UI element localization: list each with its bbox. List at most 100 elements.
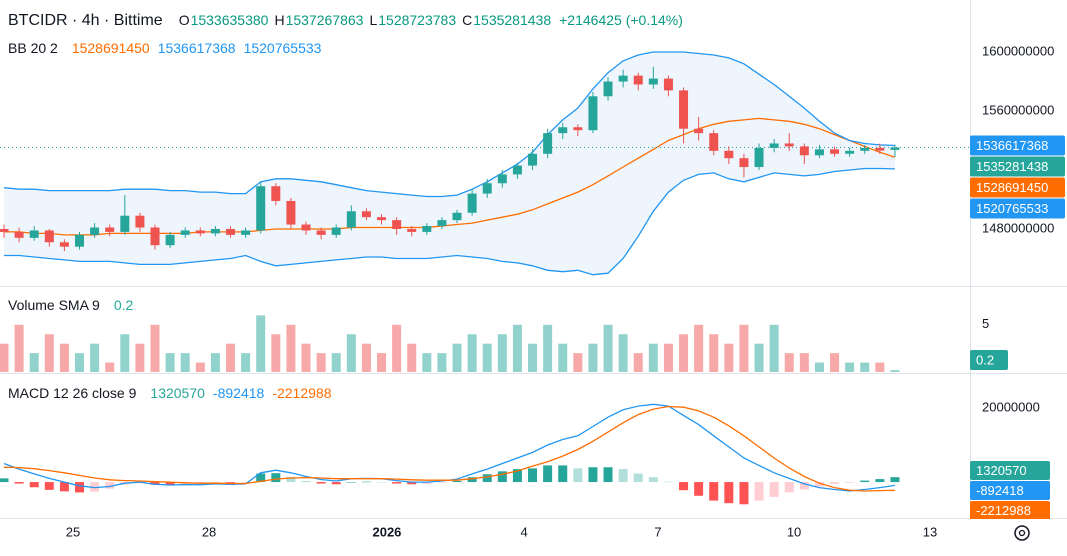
volume-bar (769, 324, 779, 372)
volume-bar (603, 324, 613, 372)
candle-body (241, 230, 251, 235)
candle-body (75, 234, 85, 247)
x-tick-label: 13 (923, 524, 937, 539)
macd-histogram-bar (226, 482, 236, 483)
candle-body (830, 149, 840, 154)
value-tag (970, 177, 1065, 198)
volume-bar (256, 315, 266, 372)
legend: Volume SMA 9 0.2 (8, 297, 134, 313)
candle-body (799, 146, 809, 156)
macd-histogram-bar (467, 477, 477, 483)
macd-histogram-bar (59, 482, 69, 492)
legend: BB 20 2 1528691450 1536617368 1520765533 (8, 40, 322, 56)
volume-bar (195, 362, 205, 372)
volume-bar (875, 362, 885, 372)
candle-body (452, 212, 462, 221)
macd-histogram-bar (0, 478, 9, 483)
volume-bar (44, 334, 54, 372)
volume-bar (588, 343, 598, 372)
candle-body (860, 147, 870, 151)
macd-histogram-bar (784, 482, 794, 493)
macd-histogram-bar (845, 482, 855, 483)
volume-bar (739, 324, 749, 372)
volume-bar (694, 324, 704, 372)
candle-body (512, 165, 522, 175)
legend-item: 1528723783 (378, 12, 456, 28)
macd-histogram-bar (75, 482, 85, 493)
candle-body (769, 143, 779, 148)
volume-bar (497, 334, 507, 372)
macd-histogram-bar (648, 477, 658, 483)
y-tick-label: 1600000000 (982, 43, 1054, 58)
volume-bar (180, 353, 190, 372)
macd-histogram-bar (150, 482, 160, 485)
macd-histogram-bar (875, 479, 885, 483)
macd-histogram-bar (316, 482, 326, 484)
candle-body (256, 186, 266, 231)
legend-item: L (369, 12, 377, 28)
candle-body (120, 215, 130, 232)
candle-body (377, 217, 387, 221)
value-tag-label: 1528691450 (976, 180, 1048, 195)
legend-item: 1537267863 (286, 12, 364, 28)
settings-icon[interactable] (1014, 525, 1030, 541)
x-tick-label: 4 (520, 524, 527, 539)
candle-body (180, 230, 190, 235)
legend-item: 1536617368 (158, 40, 236, 56)
legend-item: C (462, 12, 472, 28)
volume-bar (59, 343, 69, 372)
candle-body (679, 90, 689, 129)
value-tag (970, 350, 1008, 370)
macd-histogram-bar (694, 482, 704, 496)
candle-body (135, 215, 145, 228)
volume-bar (890, 370, 900, 372)
candle-body (528, 153, 538, 166)
macd-histogram-bar (512, 469, 522, 483)
candle-body (422, 226, 432, 232)
macd-histogram-bar (271, 473, 281, 483)
volume-bar (558, 343, 568, 372)
candle-body (286, 200, 296, 225)
volume-bar (105, 362, 115, 372)
macd-histogram-bar (241, 482, 251, 483)
macd-histogram-bar (452, 480, 462, 483)
candle-body (618, 75, 628, 82)
macd-histogram-bar (543, 465, 553, 483)
macd-histogram-bar (769, 482, 779, 497)
candle-body (316, 230, 326, 235)
volume-bar (633, 353, 643, 372)
candle-body (210, 228, 220, 234)
value-tag-label: 1520765533 (976, 201, 1048, 216)
candle-body (482, 183, 492, 194)
candle-body (437, 220, 447, 227)
bollinger-line (3, 51, 895, 198)
candle-body (754, 147, 764, 168)
legend-item: -892418 (213, 385, 265, 401)
macd-histogram-bar (437, 482, 447, 483)
macd-histogram-bar (90, 482, 100, 492)
macd-histogram-bar (573, 468, 583, 483)
candle-body (709, 133, 719, 151)
volume-bar (482, 343, 492, 372)
candle-body (59, 242, 69, 247)
volume-bar (301, 343, 311, 372)
macd-histogram-bar (14, 482, 24, 484)
value-tag-label: 0.2 (976, 352, 994, 367)
volume-bar (29, 353, 39, 372)
volume-bar (437, 353, 447, 372)
time-axis-bg (0, 519, 1067, 556)
volume-bar (407, 343, 417, 372)
candle-body (44, 230, 54, 243)
macd-histogram-bar (44, 482, 54, 490)
macd-histogram-bar (754, 482, 764, 501)
volume-bar (346, 334, 356, 372)
candle-body (467, 193, 477, 213)
volume-bar (75, 353, 85, 372)
value-tag (970, 501, 1050, 520)
volume-bar (663, 343, 673, 372)
volume-bar (754, 343, 764, 372)
volume-bar (286, 324, 296, 372)
macd-histogram-bar (286, 476, 296, 483)
